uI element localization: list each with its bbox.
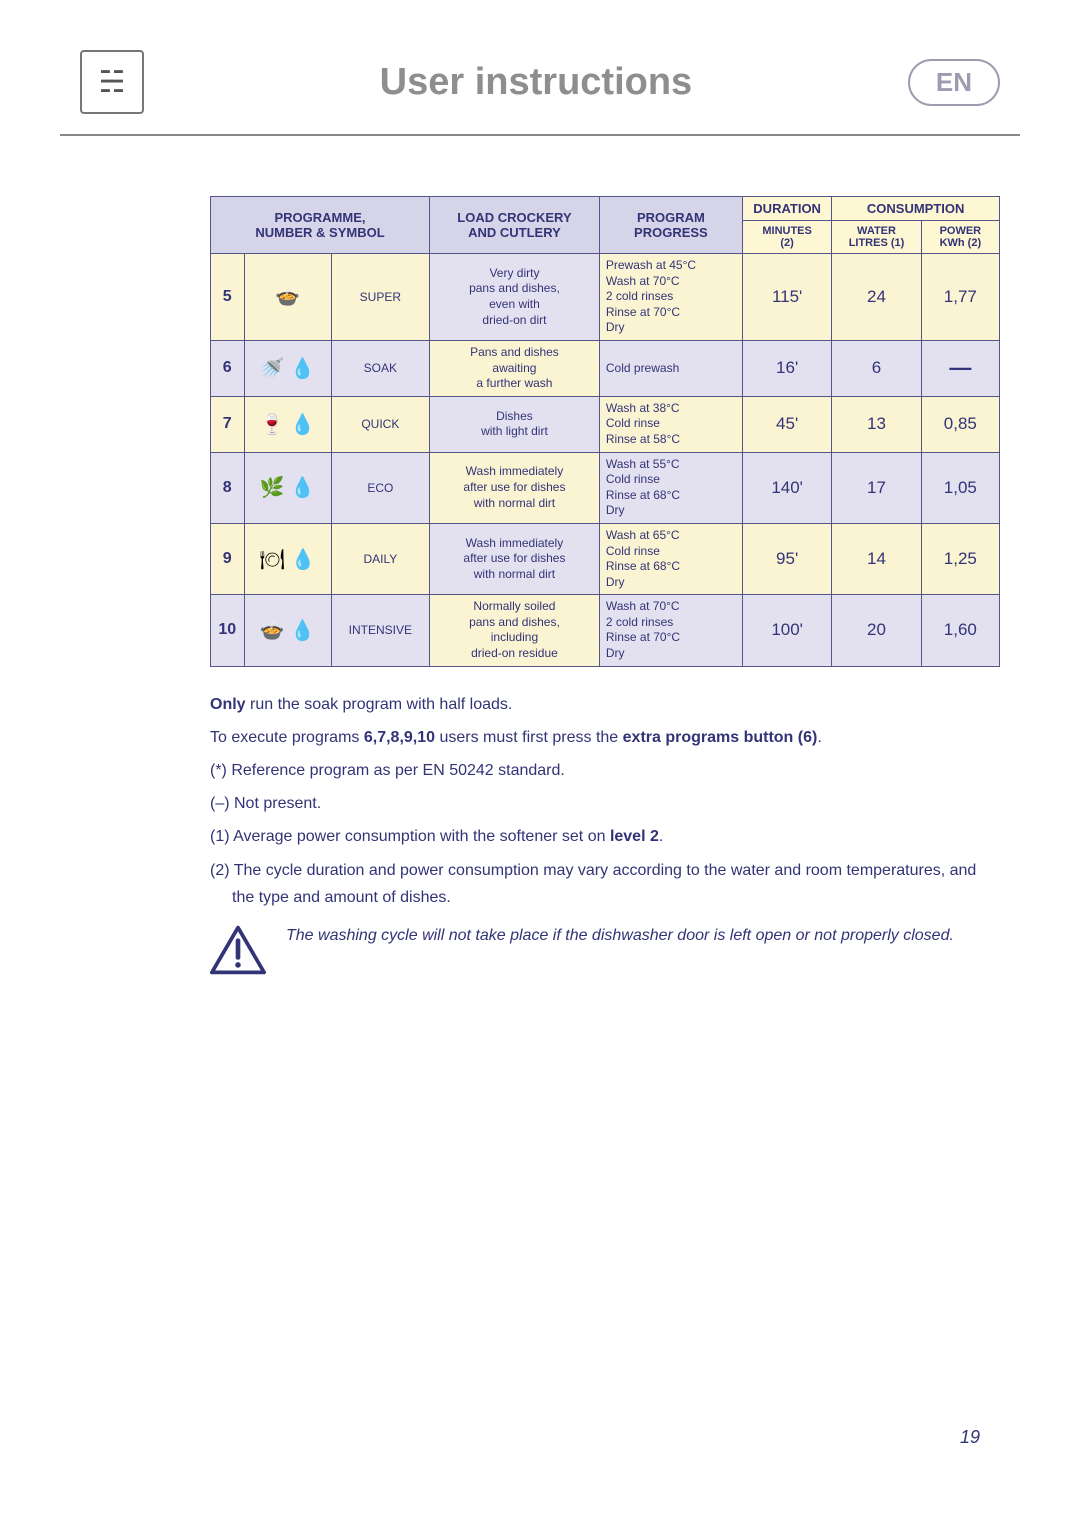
row-name: DAILY <box>331 523 429 594</box>
note-1: Only run the soak program with half load… <box>210 691 1000 718</box>
col-minutes: MINUTES (2) <box>742 221 831 254</box>
col-progress: PROGRAM PROGRESS <box>599 197 742 254</box>
row-name: SUPER <box>331 254 429 341</box>
note-2-nums: 6,7,8,9,10 <box>364 729 435 746</box>
row-load: Normally soiledpans and dishes,including… <box>430 595 600 666</box>
col-load: LOAD CROCKERY AND CUTLERY <box>430 197 600 254</box>
row-index: 6 <box>211 340 245 396</box>
program-symbols-icon: 🍽 💧 <box>247 547 329 572</box>
note-1-bold: Only <box>210 696 246 713</box>
row-power: 1,25 <box>921 523 999 594</box>
row-index: 8 <box>211 452 245 523</box>
row-name: QUICK <box>331 396 429 452</box>
row-minutes: 95' <box>742 523 831 594</box>
row-load: Wash immediatelyafter use for disheswith… <box>430 523 600 594</box>
notes-section: Only run the soak program with half load… <box>210 691 1000 975</box>
row-water: 17 <box>832 452 921 523</box>
row-name: INTENSIVE <box>331 595 429 666</box>
row-progress: Wash at 65°CCold rinseRinse at 68°CDry <box>599 523 742 594</box>
note-4: (–) Not present. <box>210 790 1000 817</box>
col-water: WATER LITRES (1) <box>832 221 921 254</box>
row-symbols: 🍷 💧 <box>244 396 331 452</box>
row-index: 5 <box>211 254 245 341</box>
row-progress: Prewash at 45°CWash at 70°C2 cold rinses… <box>599 254 742 341</box>
language-badge: EN <box>908 59 1000 106</box>
table-row: 6🚿 💧SOAKPans and dishesawaitinga further… <box>211 340 1000 396</box>
row-power: — <box>921 340 999 396</box>
row-minutes: 16' <box>742 340 831 396</box>
warning-row: The washing cycle will not take place if… <box>210 925 1000 975</box>
note-5-end: . <box>659 828 663 845</box>
table-head: PROGRAMME, NUMBER & SYMBOL LOAD CROCKERY… <box>211 197 1000 254</box>
table-row: 8🌿 💧ECOWash immediatelyafter use for dis… <box>211 452 1000 523</box>
col-duration: DURATION <box>742 197 831 221</box>
row-load: Pans and dishesawaitinga further wash <box>430 340 600 396</box>
row-progress: Wash at 55°CCold rinseRinse at 68°CDry <box>599 452 742 523</box>
row-symbols: 🍽 💧 <box>244 523 331 594</box>
row-load: Wash immediatelyafter use for disheswith… <box>430 452 600 523</box>
col-programme: PROGRAMME, NUMBER & SYMBOL <box>211 197 430 254</box>
col-power: POWER KWh (2) <box>921 221 999 254</box>
row-index: 7 <box>211 396 245 452</box>
note-3: (*) Reference program as per EN 50242 st… <box>210 757 1000 784</box>
page-header: ☵ User instructions EN <box>0 0 1080 114</box>
row-index: 10 <box>211 595 245 666</box>
row-progress: Wash at 70°C2 cold rinsesRinse at 70°CDr… <box>599 595 742 666</box>
programme-table-wrap: PROGRAMME, NUMBER & SYMBOL LOAD CROCKERY… <box>210 196 1000 667</box>
program-symbols-icon: 🍲 💧 <box>247 618 329 643</box>
row-index: 9 <box>211 523 245 594</box>
row-load: Disheswith light dirt <box>430 396 600 452</box>
table-row: 10🍲 💧INTENSIVENormally soiledpans and di… <box>211 595 1000 666</box>
row-water: 20 <box>832 595 921 666</box>
program-symbols-icon: 🍷 💧 <box>247 412 329 437</box>
program-symbols-icon: 🍲 <box>247 284 329 309</box>
row-power: 1,05 <box>921 452 999 523</box>
row-symbols: 🚿 💧 <box>244 340 331 396</box>
row-power: 1,60 <box>921 595 999 666</box>
row-minutes: 140' <box>742 452 831 523</box>
row-water: 13 <box>832 396 921 452</box>
col-consumption: CONSUMPTION <box>832 197 1000 221</box>
note-2: To execute programs 6,7,8,9,10 users mus… <box>210 724 1000 751</box>
row-water: 24 <box>832 254 921 341</box>
table-row: 7🍷 💧QUICKDisheswith light dirtWash at 38… <box>211 396 1000 452</box>
note-1-text: run the soak program with half loads. <box>246 696 513 713</box>
page-title: User instructions <box>164 61 908 104</box>
note-5-pre: (1) Average power consumption with the s… <box>210 828 610 845</box>
row-power: 1,77 <box>921 254 999 341</box>
note-5: (1) Average power consumption with the s… <box>210 823 1000 850</box>
row-progress: Wash at 38°CCold rinseRinse at 58°C <box>599 396 742 452</box>
row-water: 6 <box>832 340 921 396</box>
program-symbols-icon: 🌿 💧 <box>247 475 329 500</box>
note-2-end: . <box>817 729 821 746</box>
row-symbols: 🍲 <box>244 254 331 341</box>
row-minutes: 115' <box>742 254 831 341</box>
document-icon: ☵ <box>80 50 144 114</box>
note-2-btn: extra programs button (6) <box>623 729 818 746</box>
row-symbols: 🌿 💧 <box>244 452 331 523</box>
warning-text: The washing cycle will not take place if… <box>286 925 954 947</box>
note-2-mid: users must first press the <box>435 729 623 746</box>
table-row: 9🍽 💧DAILYWash immediatelyafter use for d… <box>211 523 1000 594</box>
note-6: (2) The cycle duration and power consump… <box>210 857 1000 911</box>
row-power: 0,85 <box>921 396 999 452</box>
program-symbols-icon: 🚿 💧 <box>247 356 329 381</box>
header-divider <box>60 134 1020 136</box>
row-water: 14 <box>832 523 921 594</box>
row-minutes: 45' <box>742 396 831 452</box>
row-name: SOAK <box>331 340 429 396</box>
table-body: 5🍲SUPERVery dirtypans and dishes,even wi… <box>211 254 1000 667</box>
note-5-lvl: level 2 <box>610 828 659 845</box>
row-progress: Cold prewash <box>599 340 742 396</box>
row-load: Very dirtypans and dishes,even withdried… <box>430 254 600 341</box>
row-symbols: 🍲 💧 <box>244 595 331 666</box>
note-2-pre: To execute programs <box>210 729 364 746</box>
warning-icon <box>210 925 266 975</box>
programme-table: PROGRAMME, NUMBER & SYMBOL LOAD CROCKERY… <box>210 196 1000 667</box>
table-row: 5🍲SUPERVery dirtypans and dishes,even wi… <box>211 254 1000 341</box>
row-minutes: 100' <box>742 595 831 666</box>
page-number: 19 <box>960 1427 980 1448</box>
row-name: ECO <box>331 452 429 523</box>
